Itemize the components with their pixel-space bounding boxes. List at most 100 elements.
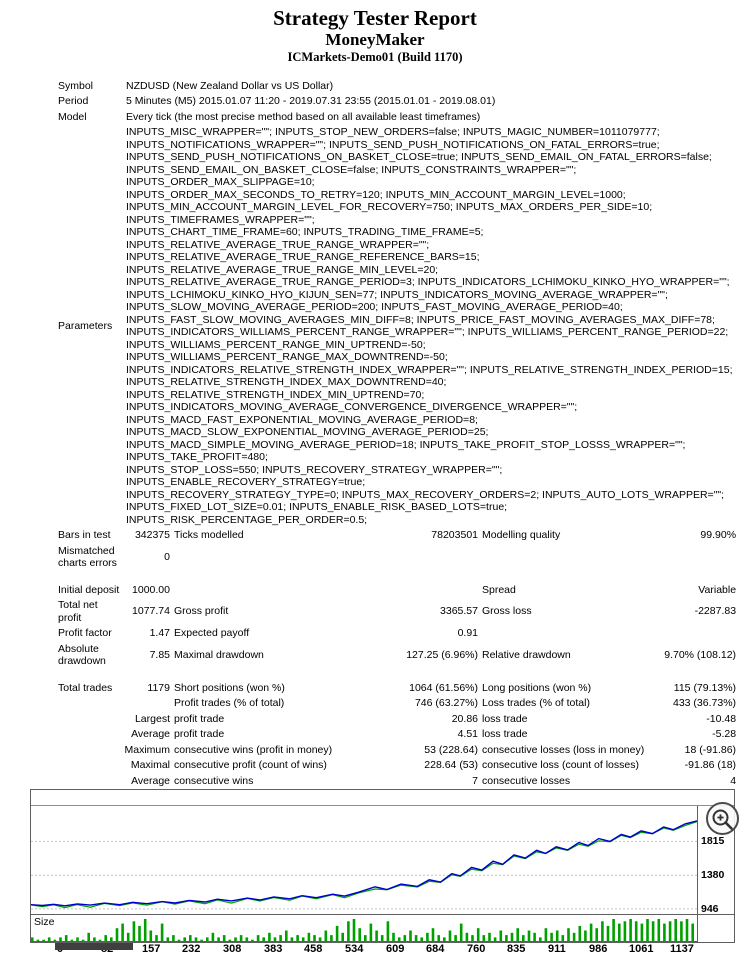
size-bar	[488, 932, 491, 942]
stat-label: consecutive losses (loss in money)	[482, 743, 645, 756]
size-bar	[256, 934, 260, 942]
size-bar	[414, 934, 418, 942]
size-bar	[510, 932, 514, 942]
y-axis-label: 1380	[701, 868, 725, 881]
stat-value: Variable	[698, 583, 737, 596]
period-value: 5 Minutes (M5) 2015.01.07 11:20 - 2019.0…	[126, 95, 496, 107]
size-bar	[189, 934, 192, 942]
size-bar	[149, 930, 153, 942]
stat-label: Long positions (won %)	[482, 681, 592, 694]
ea-name: MoneyMaker	[325, 30, 425, 49]
size-bar	[505, 934, 508, 942]
table-row: Total trades 1179 Short positions (won %…	[56, 680, 738, 696]
stat-value: -91.86 (18)	[684, 759, 737, 771]
server-build: ICMarkets-Demo01 (Build 1170)	[287, 50, 463, 64]
x-axis-label: 609	[386, 942, 405, 955]
table-row: Absolute drawdown 7.85 Maximal drawdown …	[56, 641, 738, 669]
size-bar	[138, 925, 141, 942]
stat-value: 7.85	[149, 648, 170, 661]
table-row: Bars in test 342375 Ticks modelled 78203…	[56, 528, 738, 544]
stat-label: Absolute drawdown	[58, 642, 106, 668]
size-bar	[623, 920, 627, 942]
stat-value: 746 (63.27%)	[414, 697, 478, 709]
size-bar	[358, 927, 361, 942]
stat-label: consecutive wins (profit in money)	[174, 743, 333, 756]
chart-title: Balance / Equity / Every tick (the most …	[31, 790, 734, 806]
size-bar	[499, 930, 503, 942]
stat-group-label: Average	[131, 728, 170, 740]
zoom-button[interactable]	[706, 802, 739, 835]
size-bar	[471, 934, 474, 942]
stat-label: consecutive losses	[482, 774, 571, 787]
size-bar	[352, 918, 356, 942]
stat-value: 9.70% (108.12)	[664, 648, 737, 661]
size-bar	[561, 934, 565, 942]
stat-value: 1179	[147, 681, 170, 694]
stat-label: Spread	[482, 583, 516, 596]
x-axis-label: 232	[182, 942, 201, 955]
size-bar	[527, 930, 531, 942]
size-bar	[595, 927, 598, 942]
stat-label: Total trades	[58, 681, 113, 694]
size-bar	[476, 927, 480, 942]
size-bar	[629, 918, 632, 942]
symbol-label: Symbol	[58, 79, 94, 92]
stat-group-label: Maximum	[124, 743, 170, 756]
size-bar	[668, 920, 672, 942]
table-row: Period 5 Minutes (M5) 2015.01.07 11:20 -…	[56, 94, 738, 110]
symbol-value: NZDUSD (New Zealand Dollar vs US Dollar)	[126, 79, 334, 92]
x-axis-label: 308	[223, 942, 242, 955]
stat-label: Gross profit	[174, 605, 229, 618]
stat-value: 228.64 (53)	[424, 759, 478, 771]
size-bar	[403, 934, 407, 942]
y-axis-label: 946	[701, 902, 719, 915]
size-bar	[239, 934, 243, 942]
size-bar	[155, 934, 158, 942]
stat-label: Ticks modelled	[174, 529, 244, 541]
report-header: Strategy Tester Report MoneyMaker ICMark…	[0, 0, 750, 65]
size-bar	[341, 932, 344, 942]
model-value: Every tick (the most precise method base…	[126, 110, 481, 123]
stat-label: Bars in test	[58, 529, 111, 541]
stat-label: loss trade	[482, 712, 528, 725]
x-axis-label: 1137	[670, 942, 694, 955]
size-bar	[516, 927, 519, 942]
size-bar	[640, 923, 644, 942]
size-bar	[426, 932, 429, 942]
x-axis-label: 760	[467, 942, 486, 955]
table-row: Total net profit 1077.74 Gross profit 33…	[56, 598, 738, 626]
size-bar	[657, 918, 661, 942]
size-bar	[584, 930, 587, 942]
stat-group-label: Largest	[134, 712, 170, 725]
size-bar	[589, 923, 593, 942]
report-title: Strategy Tester Report	[273, 6, 477, 30]
stat-value: -2287.83	[694, 605, 737, 618]
size-bar	[482, 934, 486, 942]
x-axis-label: 157	[142, 942, 161, 955]
stat-label: Relative drawdown	[482, 648, 571, 661]
stat-label: Total net profit	[58, 599, 98, 624]
stat-value: 7	[472, 774, 478, 787]
size-bar	[465, 932, 469, 942]
scrollbar-thumb[interactable]	[55, 942, 133, 950]
stat-value: 18 (-91.86)	[684, 743, 737, 756]
size-bar	[392, 932, 395, 942]
table-row: Initial deposit 1000.00 Spread Variable	[56, 582, 738, 598]
stat-value: 78203501	[431, 529, 478, 541]
size-bar	[685, 918, 689, 942]
stat-value: 433 (36.73%)	[673, 697, 737, 709]
table-row: Profit trades (% of total) 746 (63.27%) …	[56, 696, 738, 712]
size-bar	[522, 934, 525, 942]
stat-value: 115 (79.13%)	[673, 681, 737, 694]
size-bar	[104, 934, 107, 942]
parameters-label: Parameters	[58, 319, 113, 332]
size-bar	[691, 923, 694, 942]
stat-label: consecutive wins	[174, 774, 254, 787]
size-bar	[347, 920, 350, 942]
size-bar	[380, 934, 384, 942]
size-bar	[126, 932, 130, 942]
size-bar	[369, 923, 373, 942]
x-axis-label: 458	[304, 942, 323, 955]
size-bar	[143, 918, 147, 942]
stat-label: Short positions (won %)	[174, 681, 285, 694]
